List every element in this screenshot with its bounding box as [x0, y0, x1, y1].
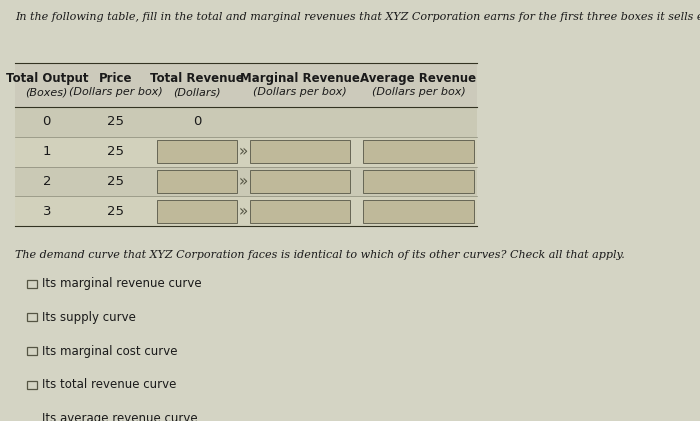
- Text: Marginal Revenue: Marginal Revenue: [240, 72, 360, 85]
- Bar: [250, 140, 351, 163]
- Text: 25: 25: [107, 175, 124, 188]
- Text: Its marginal revenue curve: Its marginal revenue curve: [42, 277, 202, 290]
- Bar: [15, 167, 477, 196]
- Text: (Dollars per box): (Dollars per box): [69, 88, 162, 97]
- Text: 2: 2: [43, 175, 51, 188]
- Text: 25: 25: [107, 145, 124, 158]
- Bar: [27, 347, 37, 355]
- Bar: [250, 170, 351, 193]
- Text: 25: 25: [107, 115, 124, 128]
- Text: Total Revenue: Total Revenue: [150, 72, 244, 85]
- Bar: [27, 280, 37, 288]
- Text: (Dollars per box): (Dollars per box): [253, 88, 347, 97]
- Text: 3: 3: [43, 205, 51, 218]
- Bar: [27, 381, 37, 389]
- Bar: [15, 137, 477, 167]
- Bar: [27, 415, 37, 421]
- Text: »: »: [239, 174, 248, 189]
- Text: »: »: [239, 204, 248, 219]
- Bar: [27, 313, 37, 321]
- Bar: [15, 64, 477, 107]
- Text: Total Output: Total Output: [6, 72, 88, 85]
- Text: In the following table, fill in the total and marginal revenues that XYZ Corpora: In the following table, fill in the tota…: [15, 12, 700, 22]
- Text: Its average revenue curve: Its average revenue curve: [42, 412, 197, 421]
- Text: 0: 0: [43, 115, 51, 128]
- Text: »: »: [239, 144, 248, 159]
- Text: 25: 25: [107, 205, 124, 218]
- Bar: [363, 200, 473, 223]
- Bar: [363, 170, 473, 193]
- Bar: [15, 107, 477, 137]
- Text: (Boxes): (Boxes): [26, 88, 68, 97]
- Text: Its total revenue curve: Its total revenue curve: [42, 378, 176, 391]
- Bar: [15, 196, 477, 226]
- Bar: [250, 200, 351, 223]
- Text: Its marginal cost curve: Its marginal cost curve: [42, 344, 177, 357]
- Text: Its supply curve: Its supply curve: [42, 311, 136, 324]
- Bar: [157, 170, 237, 193]
- Bar: [363, 140, 473, 163]
- Bar: [157, 140, 237, 163]
- Text: (Dollars per box): (Dollars per box): [372, 88, 466, 97]
- Text: 0: 0: [193, 115, 201, 128]
- Text: Price: Price: [99, 72, 132, 85]
- Text: (Dollars): (Dollars): [173, 88, 220, 97]
- Bar: [157, 200, 237, 223]
- Text: The demand curve that XYZ Corporation faces is identical to which of its other c: The demand curve that XYZ Corporation fa…: [15, 250, 624, 260]
- Text: 1: 1: [43, 145, 51, 158]
- Text: Average Revenue: Average Revenue: [360, 72, 477, 85]
